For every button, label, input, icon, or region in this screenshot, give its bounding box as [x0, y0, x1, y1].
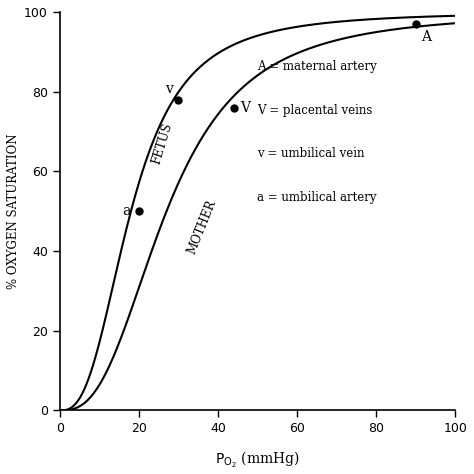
- Text: a = umbilical artery: a = umbilical artery: [257, 191, 377, 204]
- Text: V = placental veins: V = placental veins: [257, 104, 373, 117]
- Text: A: A: [421, 30, 431, 44]
- Text: a: a: [123, 204, 131, 218]
- Text: FETUS: FETUS: [150, 121, 175, 166]
- Text: v = umbilical vein: v = umbilical vein: [257, 147, 365, 160]
- Text: MOTHER: MOTHER: [185, 198, 219, 256]
- Y-axis label: % OXYGEN SATURATION: % OXYGEN SATURATION: [7, 134, 20, 289]
- Text: $\mathrm{P_{O_2}}$ (mmHg): $\mathrm{P_{O_2}}$ (mmHg): [215, 450, 300, 470]
- Text: V: V: [240, 100, 250, 115]
- Text: v: v: [164, 82, 173, 96]
- Text: A = maternal artery: A = maternal artery: [257, 60, 377, 73]
